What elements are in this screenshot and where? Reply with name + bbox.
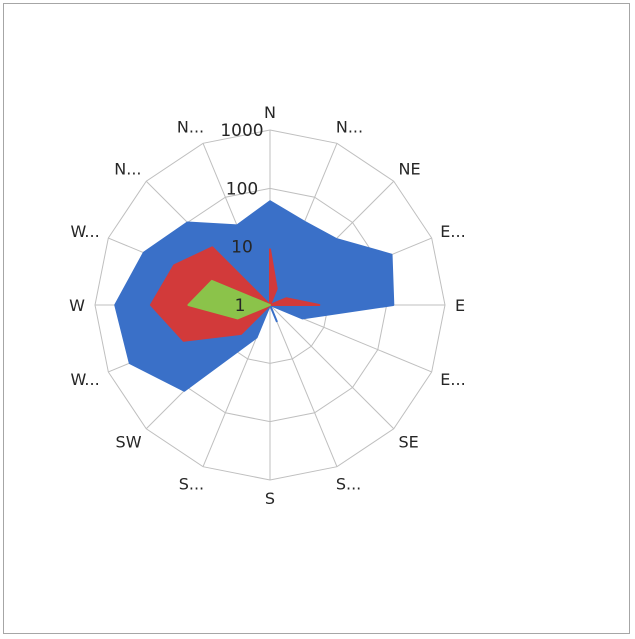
direction-label: W... xyxy=(70,370,99,389)
series-area-2 xyxy=(187,279,271,320)
direction-label: E... xyxy=(440,370,465,389)
grid-spoke xyxy=(269,304,395,430)
direction-label: N xyxy=(264,103,276,122)
axis-tick-label: 10 xyxy=(231,238,253,258)
grid-spoke xyxy=(269,304,338,467)
direction-label: E xyxy=(455,296,465,315)
direction-label: S xyxy=(265,489,275,508)
direction-label: E... xyxy=(440,222,465,241)
axis-tick-label: 1 xyxy=(235,296,246,316)
direction-label: N... xyxy=(177,118,204,137)
direction-label: SE xyxy=(398,432,418,451)
direction-label: S... xyxy=(336,474,361,493)
direction-label: W xyxy=(69,296,85,315)
direction-label: N... xyxy=(336,118,363,137)
direction-label: NE xyxy=(398,160,420,179)
direction-label: SW xyxy=(116,432,142,451)
axis-tick-label: 1000 xyxy=(220,121,263,141)
direction-label: S... xyxy=(179,474,204,493)
direction-label: N... xyxy=(114,160,141,179)
direction-label: W... xyxy=(70,222,99,241)
chart-frame xyxy=(3,3,630,634)
axis-tick-label: 100 xyxy=(226,179,258,199)
